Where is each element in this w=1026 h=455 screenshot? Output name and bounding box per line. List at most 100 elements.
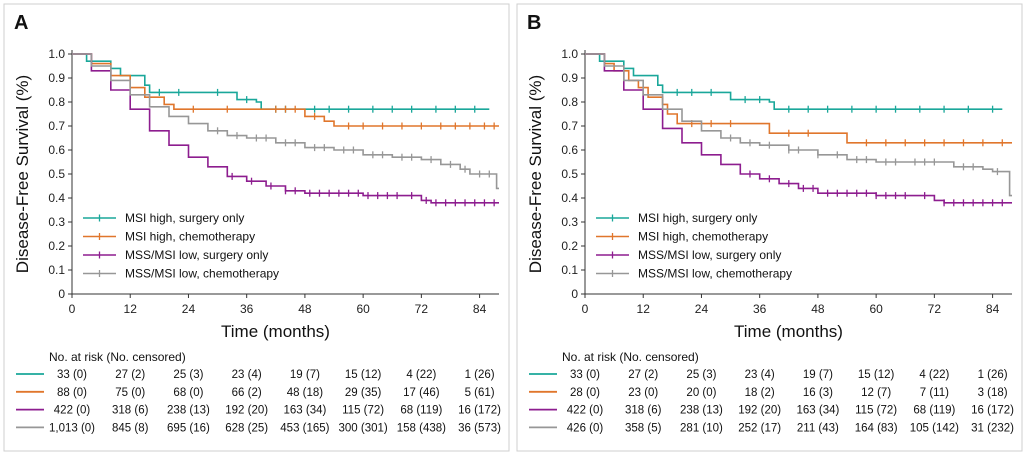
panel-b-y-tick-label: 0 [571, 287, 578, 301]
panel-a-risk-cell: 68 (119) [400, 405, 442, 417]
panel-b-x-tick-label: 0 [582, 302, 589, 316]
panel-a-legend-label-mss-low-surgery: MSS/MSI low, surgery only [125, 248, 268, 262]
panel-b-y-tick-label: 0.7 [561, 119, 578, 133]
panel-a-risk-cell: 1 (26) [465, 369, 495, 381]
panel-b-risk-cell: 19 (7) [803, 369, 833, 381]
panel-a-risk-cell: 33 (0) [57, 369, 87, 381]
panel-a-risk-cell: 27 (2) [115, 369, 145, 381]
panel-a-x-tick-label: 48 [298, 302, 312, 316]
panel-a-x-axis-title: Time (months) [221, 322, 330, 341]
panel-b-risk-cell: 164 (83) [855, 422, 898, 434]
panel-a-risk-cell: 192 (20) [225, 405, 268, 417]
panel-a-y-tick-label: 1.0 [48, 47, 65, 61]
panel-b-legend: MSI high, surgery only MSI high, chemothe… [596, 211, 792, 281]
panel-a-risk-cell: 23 (4) [232, 369, 262, 381]
panel-b-risk-cell: 115 (72) [855, 405, 897, 417]
panel-b-risk-table: No. at risk (No. censored) 33 (0) 27 (2) 25… [529, 350, 1014, 434]
panel-a-risk-cell: 238 (13) [167, 405, 210, 417]
panel-b-risk-cell: 18 (2) [745, 387, 775, 399]
panel-b-risk-cell: 7 (11) [920, 387, 949, 399]
panel-a-legend-label-msi-high-surgery: MSI high, surgery only [125, 211, 244, 225]
panel-a-risk-cell: 68 (0) [173, 387, 203, 399]
panel-b-risk-cell: 426 (0) [567, 422, 604, 434]
panel-a-x-tick-label: 0 [69, 302, 76, 316]
panel-b-y-tick-label: 0.5 [561, 167, 578, 181]
panel-b-legend-label-mss-low-chemo: MSS/MSI low, chemotherapy [638, 267, 792, 281]
panel-a-risk-cell: 115 (72) [342, 405, 384, 417]
panel-b-risk-cell: 211 (43) [797, 422, 839, 434]
panel-a-risk-table: No. at risk (No. censored) 33 (0) 27 (2) 25… [16, 350, 501, 434]
panel-b-legend-label-msi-high-surgery: MSI high, surgery only [638, 211, 757, 225]
panel-b-x-tick-label: 12 [637, 302, 651, 316]
panel-a-risk-cell: 19 (7) [290, 369, 320, 381]
panel-a-risk-cell: 1,013 (0) [49, 422, 95, 434]
panel-a-x-tick-label: 24 [182, 302, 196, 316]
panel-b-risk-cell: 252 (17) [738, 422, 781, 434]
panel-a-risk-title: No. at risk (No. censored) [49, 350, 186, 364]
panel-b-y-tick-label: 0.2 [561, 239, 578, 253]
panel-b-risk-cell: 105 (142) [910, 422, 959, 434]
panel-b-y-axis-title: Disease-Free Survival (%) [526, 75, 545, 273]
panel-b-risk-cell: 68 (119) [913, 405, 955, 417]
panel-a-y-tick-label: 0.3 [48, 215, 65, 229]
panel-a-risk-cell: 628 (25) [225, 422, 268, 434]
panel-a-risk-cell: 66 (2) [232, 387, 262, 399]
panel-b-curve-mss-low-surgery [585, 53, 1012, 204]
panel-a-frame [3, 3, 510, 452]
panel-a-risk-cell: 17 (46) [403, 387, 440, 399]
panel-a-x-tick-label: 60 [356, 302, 370, 316]
panel-a-risk-cell: 422 (0) [54, 405, 91, 417]
panel-b-frame [516, 3, 1023, 452]
panel-a-risk-cell: 300 (301) [339, 422, 388, 434]
panel-b-x-tick-label: 72 [928, 302, 942, 316]
panel-a-risk-cell: 25 (3) [173, 369, 203, 381]
panel-a-risk-cell: 318 (6) [112, 405, 149, 417]
panel-b-risk-cell: 1 (26) [978, 369, 1008, 381]
panel-b-risk-cell: 358 (5) [625, 422, 662, 434]
panel-a-letter: A [14, 12, 28, 34]
panel-b-risk-cell: 4 (22) [919, 369, 949, 381]
panel-b-risk-cell: 16 (172) [971, 405, 1014, 417]
panel-b-curve-mss-low-chemo [585, 53, 1012, 197]
panel-b-x-tick-label: 48 [811, 302, 825, 316]
panel-b-risk-cell: 192 (20) [738, 405, 781, 417]
panel-b-risk-title: No. at risk (No. censored) [562, 350, 699, 364]
panel-b-risk-cell: 20 (0) [686, 387, 716, 399]
panel-a-x-tick-label: 84 [473, 302, 487, 316]
panel-b-risk-cell: 422 (0) [567, 405, 604, 417]
panel-b-x-tick-label: 60 [869, 302, 883, 316]
panel-b-y-tick-label: 0.9 [561, 71, 578, 85]
panel-b-y-tick-label: 0.1 [561, 263, 578, 277]
panel-b-risk-cell: 238 (13) [680, 405, 723, 417]
panel-b-x-axis-title: Time (months) [734, 322, 843, 341]
panel-a-risk-cell: 88 (0) [57, 387, 87, 399]
panel-a-y-tick-label: 0.8 [48, 95, 65, 109]
panel-b-risk-cell: 15 (12) [858, 369, 895, 381]
panel-b-risk-cell: 23 (0) [628, 387, 658, 399]
panel-b-y-tick-label: 0.4 [561, 191, 578, 205]
panel-a: A 0 0.1 0.2 0.3 0.4 0.5 0.6 0.7 0.8 0.9 1.0 0 12 24 36… [3, 3, 510, 452]
panel-a-y-tick-label: 0.9 [48, 71, 65, 85]
panel-b-plot: 0 0.1 0.2 0.3 0.4 0.5 0.6 0.7 0.8 0.9 1.0 0 12 24 36 48… [526, 47, 1012, 341]
panel-a-legend-label-mss-low-chemo: MSS/MSI low, chemotherapy [125, 267, 279, 281]
panel-b-risk-cell: 163 (34) [796, 405, 839, 417]
panel-a-y-axis-title: Disease-Free Survival (%) [13, 75, 32, 273]
panel-a-y-tick-label: 0 [58, 287, 65, 301]
panel-b-y-tick-label: 0.8 [561, 95, 578, 109]
panel-b-risk-cell: 281 (10) [680, 422, 723, 434]
panel-a-y-tick-label: 0.7 [48, 119, 65, 133]
panel-b: B 0 0.1 0.2 0.3 0.4 0.5 0.6 0.7 0.8 0.9 1.0 0 12 24 36… [516, 3, 1023, 452]
panel-a-curve-msi-high-surgery [72, 53, 490, 110]
panel-a-risk-cell: 36 (573) [458, 422, 501, 434]
panel-a-risk-cell: 158 (438) [397, 422, 446, 434]
panel-b-risk-cell: 33 (0) [570, 369, 600, 381]
panel-b-risk-cell: 16 (3) [803, 387, 833, 399]
panel-b-risk-cell: 23 (4) [745, 369, 775, 381]
panel-b-y-tick-label: 0.3 [561, 215, 578, 229]
panel-b-y-tick-label: 0.6 [561, 143, 578, 157]
panel-a-risk-cell: 845 (8) [112, 422, 149, 434]
panel-b-risk-cell: 31 (232) [971, 422, 1014, 434]
panel-a-x-tick-label: 72 [415, 302, 429, 316]
panel-a-curve-mss-low-chemo [72, 53, 499, 190]
panel-a-legend-label-msi-high-chemo: MSI high, chemotherapy [125, 230, 255, 244]
